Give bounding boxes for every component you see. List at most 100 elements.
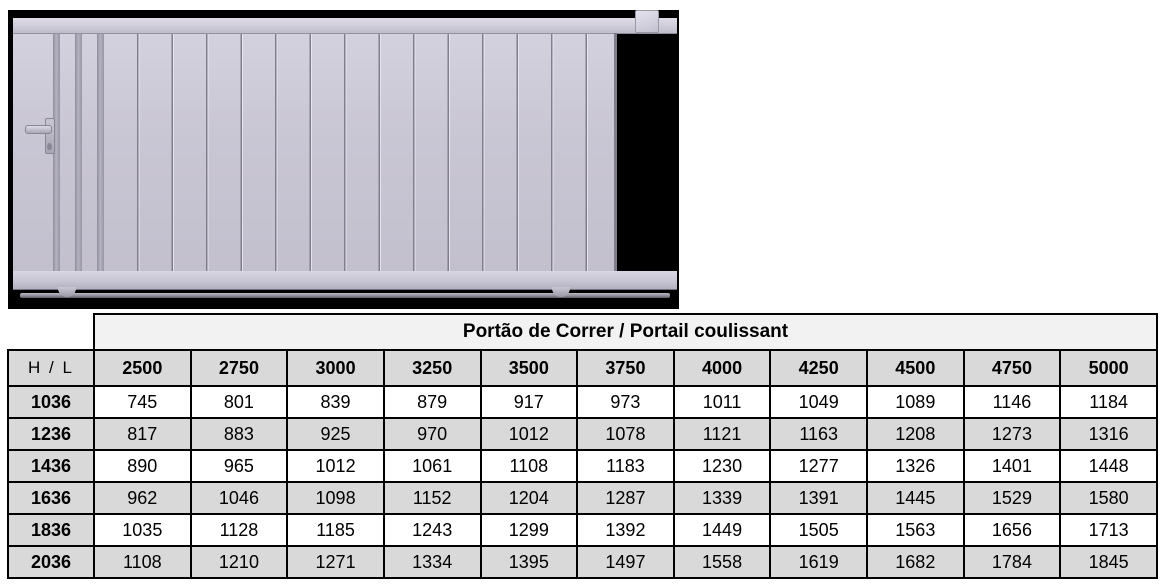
- price-cell: 962: [93, 481, 192, 515]
- price-cell: 890: [93, 449, 192, 483]
- price-cell: 1299: [479, 513, 579, 547]
- gate-ground-track: [20, 293, 670, 298]
- price-cell: 1682: [866, 545, 965, 579]
- price-cell: 1012: [479, 417, 579, 451]
- price-cell: 801: [189, 385, 289, 419]
- price-cell: 1401: [962, 449, 1062, 483]
- gate-wheel: [552, 287, 570, 297]
- gate-plank-lines: [105, 34, 614, 271]
- gate-keyhole: [47, 143, 52, 150]
- price-cell: 1049: [769, 385, 868, 419]
- price-cell: 1391: [769, 481, 868, 515]
- gate-bottom-rail: [13, 271, 677, 290]
- price-cell: 1183: [576, 449, 675, 483]
- column-header: 3250: [382, 349, 482, 387]
- column-header: 4250: [769, 349, 868, 387]
- row-header: 2036: [7, 545, 95, 579]
- price-cell: 1580: [1059, 481, 1158, 515]
- price-cell: 1012: [286, 449, 385, 483]
- table-row: 2036 1108 1210 1271 1334 1395 1497 1558 1619 1682…: [7, 545, 1158, 579]
- price-cell: 1273: [962, 417, 1062, 451]
- price-cell: 970: [382, 417, 482, 451]
- price-cell: 839: [286, 385, 385, 419]
- price-cell: 1185: [286, 513, 385, 547]
- price-cell: 1230: [672, 449, 772, 483]
- gate-plank-groove: [97, 34, 104, 271]
- table-corner-label: H / L: [7, 349, 95, 387]
- column-header: 3750: [576, 349, 675, 387]
- price-cell: 1163: [769, 417, 868, 451]
- price-cell: 883: [189, 417, 289, 451]
- price-cell: 817: [93, 417, 192, 451]
- price-cell: 1035: [93, 513, 192, 547]
- price-table: Portão de Correr / Portail coulissant H …: [7, 313, 1158, 579]
- price-cell: 965: [189, 449, 289, 483]
- price-cell: 1339: [672, 481, 772, 515]
- price-cell: 1784: [962, 545, 1062, 579]
- price-cell: 1089: [866, 385, 965, 419]
- column-header: 4750: [962, 349, 1062, 387]
- gate-wheel: [58, 287, 76, 297]
- column-header: 3000: [286, 349, 385, 387]
- row-header: 1636: [7, 481, 95, 515]
- gate-guide-roller-block: [635, 10, 659, 33]
- table-title: Portão de Correr / Portail coulissant: [93, 313, 1158, 351]
- table-row: 1636 962 1046 1098 1152 1204 1287 1339 1391 1445 1…: [7, 481, 1158, 515]
- price-cell: 1271: [286, 545, 385, 579]
- price-cell: 1208: [866, 417, 965, 451]
- row-header: 1236: [7, 417, 95, 451]
- price-cell: 1108: [93, 545, 192, 579]
- column-header: 2500: [93, 349, 192, 387]
- price-cell: 1210: [189, 545, 289, 579]
- price-cell: 1334: [382, 545, 482, 579]
- price-cell: 1108: [479, 449, 579, 483]
- price-cell: 1713: [1059, 513, 1158, 547]
- price-cell: 1243: [382, 513, 482, 547]
- column-header: 3500: [479, 349, 579, 387]
- price-cell: 745: [93, 385, 192, 419]
- price-cell: 1529: [962, 481, 1062, 515]
- price-cell: 1563: [866, 513, 965, 547]
- table-header-row: H / L 2500 2750 3000 3250 3500 3750 4000 4250 45…: [7, 349, 1158, 387]
- price-cell: 1505: [769, 513, 868, 547]
- gate-plank-groove: [75, 34, 82, 271]
- price-cell: 1121: [672, 417, 772, 451]
- gate-lock-plate: [45, 118, 55, 154]
- row-header: 1836: [7, 513, 95, 547]
- gate-product-image: [8, 10, 679, 309]
- price-cell: 1011: [672, 385, 772, 419]
- price-cell: 973: [576, 385, 675, 419]
- price-cell: 1287: [576, 481, 675, 515]
- price-cell: 879: [382, 385, 482, 419]
- price-cell: 1326: [866, 449, 965, 483]
- table-row: 1236 817 883 925 970 1012 1078 1121 1163 1208 1273…: [7, 417, 1158, 451]
- row-header: 1436: [7, 449, 95, 483]
- price-cell: 1061: [382, 449, 482, 483]
- price-cell: 1619: [769, 545, 868, 579]
- table-row: 1836 1035 1128 1185 1243 1299 1392 1449 1505 1563…: [7, 513, 1158, 547]
- price-cell: 1078: [576, 417, 675, 451]
- price-cell: 1392: [576, 513, 675, 547]
- price-cell: 1152: [382, 481, 482, 515]
- price-cell: 1128: [189, 513, 289, 547]
- table-row: 1036 745 801 839 879 917 973 1011 1049 1089 1146 11…: [7, 385, 1158, 419]
- price-cell: 1277: [769, 449, 868, 483]
- column-header: 4000: [672, 349, 772, 387]
- table-title-row: Portão de Correr / Portail coulissant: [8, 313, 1158, 351]
- table-row: 1436 890 965 1012 1061 1108 1183 1230 1277 1326 14…: [7, 449, 1158, 483]
- price-cell: 1184: [1059, 385, 1158, 419]
- column-header: 5000: [1059, 349, 1158, 387]
- gate-plank-groove: [53, 34, 60, 271]
- gate-panel: [13, 33, 617, 271]
- price-cell: 1558: [672, 545, 772, 579]
- price-table-body: Portão de Correr / Portail coulissant H …: [7, 313, 1158, 579]
- price-cell: 1046: [189, 481, 289, 515]
- column-header: 2750: [189, 349, 289, 387]
- price-cell: 1204: [479, 481, 579, 515]
- price-cell: 1448: [1059, 449, 1158, 483]
- price-cell: 1497: [576, 545, 675, 579]
- price-cell: 1445: [866, 481, 965, 515]
- price-cell: 1146: [962, 385, 1062, 419]
- price-cell: 1845: [1059, 545, 1158, 579]
